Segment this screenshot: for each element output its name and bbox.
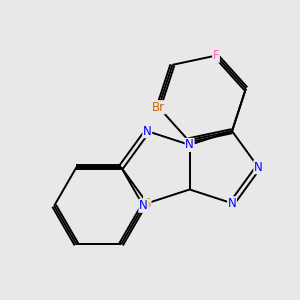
Text: N: N [254,161,262,174]
Text: N: N [228,197,236,210]
Text: S: S [144,197,151,210]
Text: N: N [139,199,148,212]
Text: Br: Br [152,101,165,114]
Text: N: N [143,124,152,138]
Text: N: N [185,138,194,152]
Text: F: F [213,49,219,62]
